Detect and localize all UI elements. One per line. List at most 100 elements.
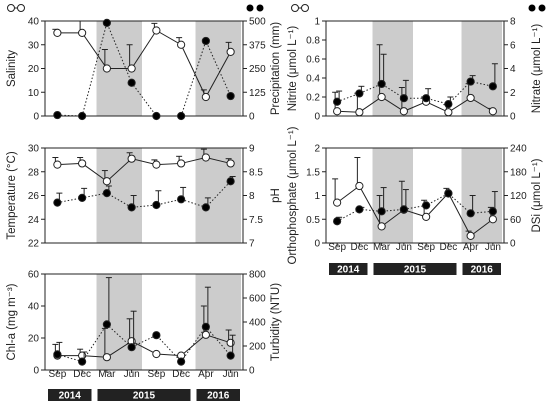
open-point xyxy=(177,159,186,168)
filled-circle-pair-icon xyxy=(528,4,546,12)
year-bar xyxy=(196,389,240,401)
right-axis-title: Precipitation (mm) xyxy=(270,22,282,115)
right-tick-label: 800 xyxy=(249,270,266,281)
open-point xyxy=(488,215,497,224)
left-tick-label: 0 xyxy=(314,239,320,250)
x-tick-label: Jun xyxy=(223,369,239,380)
series-line xyxy=(57,29,232,99)
open-point xyxy=(152,349,161,359)
filled-point xyxy=(422,201,431,210)
year-bar xyxy=(329,263,368,275)
year-label: 2015 xyxy=(404,265,427,276)
right-tick-label: 7.5 xyxy=(249,215,263,226)
filled-point xyxy=(152,331,161,340)
filled-point xyxy=(377,79,386,89)
right-tick-label: 240 xyxy=(510,144,527,155)
series-line xyxy=(336,185,494,237)
shaded-period xyxy=(461,21,502,116)
open-point xyxy=(444,108,453,117)
year-label: 2014 xyxy=(59,391,82,402)
filled-point xyxy=(201,36,210,46)
right-tick-label: 0 xyxy=(510,112,516,123)
left-tick-label: 22 xyxy=(28,239,40,250)
left-tick-label: 1 xyxy=(314,191,320,202)
filled-point xyxy=(226,91,235,101)
left-tick-label: 0.5 xyxy=(306,215,320,226)
x-tick-label: Mar xyxy=(98,369,116,380)
chart-orthophosphate-dsi: 0 0.5 1 1.5 2 0 60 120 180 240 Orthophosphate (μmo… xyxy=(287,126,543,275)
open-point xyxy=(226,159,235,168)
filled-point xyxy=(422,94,431,103)
year-bar xyxy=(373,263,457,275)
open-point xyxy=(102,177,111,186)
left-tick-label: 60 xyxy=(28,270,40,281)
series-line xyxy=(336,81,493,105)
left-tick-label: 0.2 xyxy=(306,93,320,104)
series-filled-right xyxy=(53,18,235,121)
filled-point xyxy=(78,111,87,121)
series-line xyxy=(337,96,494,113)
open-point xyxy=(466,231,475,240)
x-tick-label: Apr xyxy=(198,369,214,380)
filled-point xyxy=(355,89,364,98)
right-axis-title: DSi (μmol L⁻¹) xyxy=(531,158,543,232)
x-tick-label: Dec xyxy=(172,369,190,380)
filled-point xyxy=(444,189,453,198)
left-tick-label: 2 xyxy=(314,144,320,155)
series-line xyxy=(57,180,231,208)
left-tick-label: 1.5 xyxy=(306,167,320,178)
open-point xyxy=(102,64,111,73)
open-point xyxy=(488,107,497,116)
filled-point xyxy=(78,193,87,202)
filled-point xyxy=(127,203,136,212)
open-point xyxy=(333,198,342,207)
open-point xyxy=(201,92,210,102)
left-tick-label: 20 xyxy=(28,64,40,75)
left-axis-title: Chl-a (mg m⁻³) xyxy=(6,283,18,360)
left-axis-title: Orthophosphate (μmol L⁻¹) xyxy=(287,126,299,264)
open-point xyxy=(226,47,235,56)
filled-point xyxy=(201,203,210,212)
filled-point xyxy=(399,94,408,103)
right-axis-title: Nitrate (μmol L⁻¹) xyxy=(531,24,543,114)
open-point xyxy=(466,93,475,103)
filled-point xyxy=(399,205,408,214)
open-point xyxy=(53,160,62,169)
left-axis-title: Temperature (°C) xyxy=(6,151,18,239)
open-point xyxy=(333,107,342,116)
filled-point xyxy=(333,217,342,226)
year-bar xyxy=(48,389,92,401)
right-tick-label: 8 xyxy=(510,17,516,28)
left-tick-label: 26 xyxy=(28,191,40,202)
chart-salinity-precipitation: 0 10 20 30 40 0 125 250 375 500 Salinity Precipitat… xyxy=(6,17,282,123)
series-filled-right xyxy=(53,277,236,366)
left-tick-label: 0.4 xyxy=(306,74,320,85)
right-tick-label: 0 xyxy=(249,366,255,377)
right-tick-label: 125 xyxy=(249,88,266,99)
right-tick-label: 2 xyxy=(510,88,516,99)
filled-point xyxy=(177,195,186,204)
filled-point xyxy=(127,343,136,352)
right-tick-label: 0 xyxy=(249,112,255,123)
filled-point xyxy=(53,350,62,359)
year-label: 2015 xyxy=(133,391,156,402)
right-tick-label: 400 xyxy=(249,318,266,329)
left-tick-label: 1 xyxy=(314,17,320,28)
series-filled-right xyxy=(53,176,236,212)
right-axis-title: Turbidity (NTU) xyxy=(270,283,282,361)
filled-point xyxy=(201,322,210,331)
open-point xyxy=(127,64,136,73)
filled-point xyxy=(177,357,186,366)
series-line xyxy=(57,156,231,182)
left-tick-label: 0 xyxy=(33,112,39,123)
right-tick-label: 180 xyxy=(510,167,527,178)
filled-point xyxy=(466,209,475,218)
filled-point xyxy=(53,198,62,207)
filled-point xyxy=(102,18,111,27)
series-open-left xyxy=(332,157,497,240)
year-bar xyxy=(462,263,501,275)
open-point xyxy=(422,212,431,221)
series-filled-right xyxy=(333,187,498,226)
